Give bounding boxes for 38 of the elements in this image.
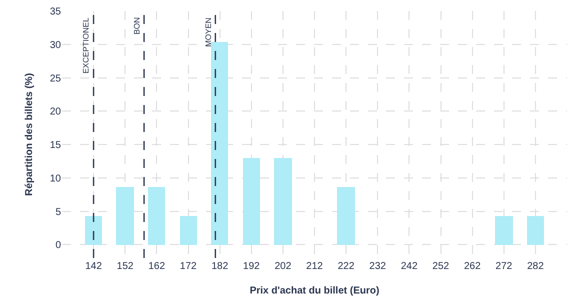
x-tick-label: 202: [274, 261, 292, 272]
x-tick-label: 182: [211, 261, 229, 272]
bar: [116, 187, 134, 245]
x-tick-label: 242: [400, 261, 418, 272]
y-tick-label: 25: [50, 73, 62, 84]
x-tick-label: 172: [180, 261, 198, 272]
bar: [148, 187, 165, 245]
y-tick-label: 30: [50, 40, 62, 51]
x-axis-title: Prix d'achat du billet (Euro): [250, 286, 380, 296]
y-tick-label: 35: [50, 6, 62, 18]
bar: [274, 158, 292, 245]
x-tick-label: 252: [432, 261, 450, 272]
x-tick-label: 152: [116, 261, 134, 272]
bar: [85, 216, 102, 245]
x-tick-label: 282: [527, 261, 544, 272]
bar: [211, 42, 228, 245]
bar: [337, 187, 355, 245]
y-tick-label: 20: [50, 106, 62, 118]
bar: [495, 216, 513, 245]
x-tick-label: 162: [148, 261, 166, 272]
ref-line-label: BON: [132, 17, 142, 35]
y-tick-label: 0: [55, 240, 62, 252]
x-tick-label: 192: [243, 261, 260, 272]
y-tick-label: 10: [50, 173, 62, 184]
y-axis-title: Répartition des billets (%): [24, 73, 35, 196]
bar: [243, 158, 260, 245]
x-tick-label: 232: [369, 261, 386, 272]
ref-line-label: EXCEPTIONEL: [82, 16, 91, 74]
y-tick-label: 5: [55, 206, 62, 218]
y-tick-label: 15: [50, 140, 62, 152]
ref-line-label: MOYEN: [204, 17, 213, 47]
bar: [527, 216, 544, 245]
x-tick-label: 212: [306, 261, 324, 272]
x-tick-label: 262: [464, 261, 482, 272]
bar: [180, 216, 197, 245]
x-tick-label: 272: [496, 261, 513, 272]
x-tick-label: 222: [338, 261, 355, 272]
x-tick-label: 142: [85, 261, 102, 272]
